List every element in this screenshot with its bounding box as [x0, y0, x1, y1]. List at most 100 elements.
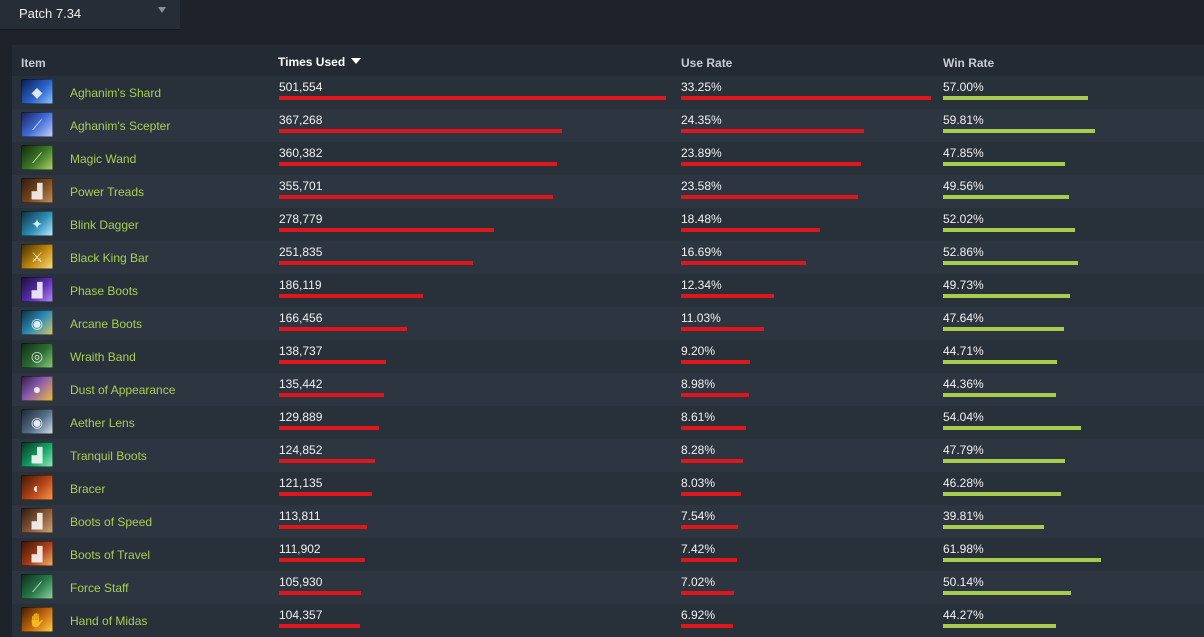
icon-glyph: ⟋	[32, 116, 42, 133]
item-name-link[interactable]: Magic Wand	[70, 152, 137, 166]
win-rate-value: 44.36%	[943, 377, 984, 391]
table-row: ◆ Aghanim's Shard 501,554 33.25% 57.00%	[12, 76, 1204, 109]
times-used-value: 105,930	[279, 575, 323, 589]
item-name-link[interactable]: Tranquil Boots	[70, 449, 147, 463]
win-rate-bar	[943, 162, 1065, 166]
use-rate-value: 24.35%	[681, 113, 722, 127]
item-name-link[interactable]: Force Staff	[70, 581, 129, 595]
win-rate-bar	[943, 624, 1056, 628]
use-rate-value: 16.69%	[681, 245, 722, 259]
item-name-link[interactable]: Dust of Appearance	[70, 383, 176, 397]
times-used-bar	[279, 393, 384, 397]
table-row: ◐ Bracer 121,135 8.03% 46.28%	[12, 472, 1204, 505]
arcane-boots-icon[interactable]: ◉	[21, 310, 53, 335]
icon-glyph: ⚔	[30, 248, 44, 265]
item-name-link[interactable]: Phase Boots	[70, 284, 139, 298]
force-staff-icon[interactable]: ⟋	[21, 574, 53, 599]
item-name-link[interactable]: Bracer	[70, 482, 106, 496]
times-used-bar	[279, 261, 473, 265]
win-rate-bar	[943, 228, 1075, 232]
win-rate-bar	[943, 96, 1088, 100]
win-rate-value: 47.85%	[943, 146, 984, 160]
times-used-value: 251,835	[279, 245, 323, 259]
column-header-times-used[interactable]: Times Used	[278, 55, 362, 69]
column-header-times-used-label: Times Used	[278, 55, 346, 69]
dust-of-appearance-icon[interactable]: ●	[21, 376, 53, 401]
times-used-value: 121,135	[279, 476, 323, 490]
item-name-link[interactable]: Blink Dagger	[70, 218, 139, 232]
use-rate-value: 23.58%	[681, 179, 722, 193]
item-name-link[interactable]: Aghanim's Scepter	[70, 119, 171, 133]
item-name-link[interactable]: Black King Bar	[70, 251, 149, 265]
use-rate-value: 8.61%	[681, 410, 716, 424]
win-rate-bar	[943, 591, 1071, 595]
times-used-value: 166,456	[279, 311, 323, 325]
win-rate-value: 47.79%	[943, 443, 984, 457]
times-used-value: 113,811	[279, 509, 321, 523]
table-row: ● Dust of Appearance 135,442 8.98% 44.36%	[12, 373, 1204, 406]
times-used-value: 186,119	[279, 278, 322, 292]
item-name-link[interactable]: Aether Lens	[70, 416, 135, 430]
times-used-bar	[279, 162, 557, 166]
table-row: ▟ Power Treads 355,701 23.58% 49.56%	[12, 175, 1204, 208]
win-rate-bar	[943, 525, 1044, 529]
times-used-value: 135,442	[279, 377, 323, 391]
item-name-link[interactable]: Boots of Speed	[70, 515, 153, 529]
win-rate-value: 52.02%	[943, 212, 984, 226]
icon-glyph: ▟	[31, 182, 43, 199]
win-rate-bar	[943, 558, 1101, 562]
item-name-link[interactable]: Wraith Band	[70, 350, 136, 364]
icon-glyph: ⟋	[32, 578, 42, 595]
use-rate-bar	[681, 327, 764, 331]
black-king-bar-icon[interactable]: ⚔	[21, 244, 53, 269]
use-rate-bar	[681, 228, 820, 232]
magic-wand-icon[interactable]: ⟋	[21, 145, 53, 170]
times-used-value: 138,737	[279, 344, 323, 358]
aghanims-scepter-icon[interactable]: ⟋	[21, 112, 53, 137]
phase-boots-icon[interactable]: ▟	[21, 277, 53, 302]
aether-lens-icon[interactable]: ◉	[21, 409, 53, 434]
boots-of-travel-icon[interactable]: ▟	[21, 541, 53, 566]
aghanims-shard-icon[interactable]: ◆	[21, 79, 53, 104]
use-rate-bar	[681, 261, 806, 265]
column-header-use-rate[interactable]: Use Rate	[681, 56, 733, 70]
blink-dagger-icon[interactable]: ✦	[21, 211, 53, 236]
use-rate-value: 6.92%	[681, 608, 716, 622]
item-name-link[interactable]: Hand of Midas	[70, 614, 148, 628]
use-rate-bar	[681, 195, 858, 199]
item-name-link[interactable]: Arcane Boots	[70, 317, 143, 331]
hand-of-midas-icon[interactable]: ✋	[21, 607, 53, 632]
icon-glyph: ●	[32, 380, 42, 397]
times-used-bar	[279, 327, 407, 331]
times-used-bar	[279, 591, 361, 595]
bracer-icon[interactable]: ◐	[21, 475, 53, 500]
icon-glyph: ▟	[31, 281, 43, 298]
power-treads-icon[interactable]: ▟	[21, 178, 53, 203]
item-name-link[interactable]: Aghanim's Shard	[70, 86, 162, 100]
times-used-value: 355,701	[279, 179, 323, 193]
table-row: ▟ Boots of Travel 111,902 7.42% 61.98%	[12, 538, 1204, 571]
times-used-value: 367,268	[279, 113, 323, 127]
use-rate-bar	[681, 96, 931, 100]
use-rate-value: 8.28%	[681, 443, 716, 457]
boots-of-speed-icon[interactable]: ▟	[21, 508, 53, 533]
chevron-down-icon[interactable]	[158, 7, 166, 13]
column-header-item[interactable]: Item	[21, 56, 46, 70]
item-name-link[interactable]: Boots of Travel	[70, 548, 151, 562]
table-row: ⟋ Force Staff 105,930 7.02% 50.14%	[12, 571, 1204, 604]
times-used-value: 501,554	[279, 80, 323, 94]
icon-glyph: ◉	[30, 413, 44, 430]
column-header-win-rate[interactable]: Win Rate	[943, 56, 995, 70]
times-used-value: 360,382	[279, 146, 323, 160]
times-used-bar	[279, 195, 553, 199]
icon-glyph: ⟋	[32, 149, 42, 166]
wraith-band-icon[interactable]: ◎	[21, 343, 53, 368]
item-name-link[interactable]: Power Treads	[70, 185, 145, 199]
times-used-value: 124,852	[279, 443, 323, 457]
win-rate-bar	[943, 195, 1069, 199]
patch-dropdown[interactable]: Patch 7.34	[0, 0, 180, 30]
times-used-value: 111,902	[279, 542, 321, 556]
tranquil-boots-icon[interactable]: ▟	[21, 442, 53, 467]
use-rate-value: 33.25%	[681, 80, 722, 94]
use-rate-value: 12.34%	[681, 278, 722, 292]
